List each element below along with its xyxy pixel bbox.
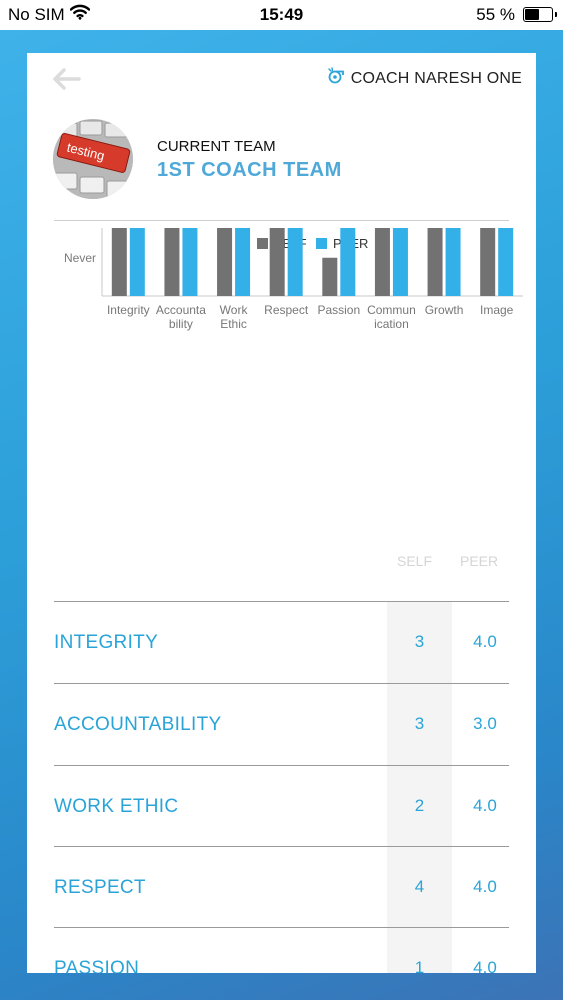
x-tick-label: Passion [317, 303, 360, 317]
bar-self [427, 228, 443, 296]
row-peer-score: 4.0 [473, 632, 497, 651]
y-tick-label: Never [64, 251, 96, 265]
bar-peer [182, 228, 198, 296]
bar-self [269, 228, 285, 296]
bar-peer [498, 228, 514, 296]
table-row[interactable]: ACCOUNTABILITY 3 3.0 [54, 683, 509, 765]
bar-self [217, 228, 233, 296]
bar-peer [340, 228, 356, 296]
x-tick-label: Integrity [107, 303, 150, 317]
team-avatar: testing [53, 119, 133, 199]
battery-percent: 55 % [476, 5, 515, 24]
table-row[interactable]: RESPECT 4 4.0 [54, 846, 509, 928]
bar-self [111, 228, 127, 296]
self-peer-bar-chart: SELFPEERAlwaysMostSometimesNeverIntegrit… [64, 228, 523, 331]
table-row[interactable]: INTEGRITY 3 4.0 [54, 601, 509, 683]
whistle-icon [327, 67, 345, 90]
row-peer-score: 4.0 [473, 958, 497, 973]
x-tick-label: Work [220, 303, 249, 317]
x-tick-label: Respect [264, 303, 309, 317]
x-tick-label: Ethic [220, 317, 247, 331]
wifi-icon [69, 4, 91, 25]
row-peer-score: 4.0 [473, 877, 497, 896]
current-team-label: CURRENT TEAM [157, 138, 276, 155]
row-self-score: 3 [414, 632, 425, 651]
self-column-header: SELF [397, 553, 433, 569]
row-self-score: 2 [414, 796, 425, 815]
bar-self [480, 228, 496, 296]
bar-peer [445, 228, 461, 296]
clock: 15:49 [259, 5, 304, 24]
bar-self [322, 257, 338, 296]
bar-peer [129, 228, 145, 296]
row-label: WORK ETHIC [54, 796, 179, 817]
team-card: COACH NARESH ONE testing CURRENT TEAM 1S… [27, 53, 536, 973]
bar-peer [287, 228, 303, 296]
row-self-score: 3 [414, 714, 425, 733]
self-column-highlight [387, 601, 452, 973]
x-tick-label: ication [374, 317, 409, 331]
legend-swatch-peer [316, 238, 327, 249]
row-label: ACCOUNTABILITY [54, 714, 222, 735]
x-tick-label: Image [480, 303, 514, 317]
peer-column-header: PEER [460, 553, 499, 569]
x-tick-label: Commun [367, 303, 416, 317]
battery-icon [523, 7, 557, 22]
row-self-score: 1 [414, 958, 425, 973]
x-tick-label: Accounta [156, 303, 206, 317]
bar-self [164, 228, 180, 296]
x-tick-label: Growth [425, 303, 464, 317]
table-row[interactable]: PASSION 1 4.0 [54, 927, 509, 973]
carrier-label: No SIM [8, 5, 65, 24]
coach-button[interactable]: COACH NARESH ONE [327, 67, 522, 90]
bar-peer [392, 228, 408, 296]
status-bar: No SIM 15:49 55 % [0, 0, 563, 30]
coach-name: COACH NARESH ONE [350, 69, 522, 87]
legend-swatch-self [257, 238, 268, 249]
row-label: PASSION [54, 958, 140, 973]
row-label: RESPECT [54, 877, 146, 898]
bar-peer [235, 228, 251, 296]
back-arrow-icon[interactable] [49, 65, 85, 93]
row-peer-score: 3.0 [473, 714, 497, 733]
x-tick-label: bility [169, 317, 193, 331]
team-name: 1ST COACH TEAM [157, 159, 342, 181]
row-self-score: 4 [414, 877, 425, 896]
divider [54, 220, 509, 221]
row-peer-score: 4.0 [473, 796, 497, 815]
row-label: INTEGRITY [54, 632, 159, 653]
table-row[interactable]: WORK ETHIC 2 4.0 [54, 765, 509, 847]
bar-self [374, 228, 390, 296]
